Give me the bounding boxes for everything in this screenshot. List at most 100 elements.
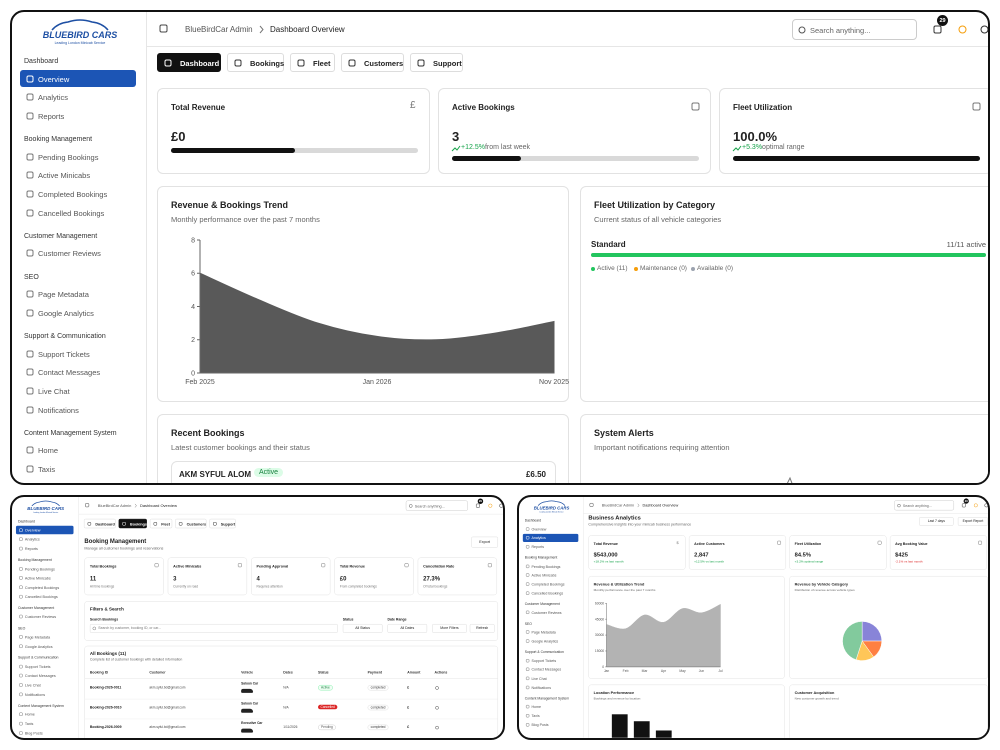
nav-item[interactable]: Completed Bookings	[523, 580, 579, 588]
nav-item[interactable]: Overview	[20, 70, 136, 87]
nav-item[interactable]: Notifications	[20, 401, 136, 418]
notifications-button[interactable]: 29	[930, 15, 948, 37]
search-box[interactable]: Search anything...	[792, 19, 917, 40]
nav-item[interactable]: Page Metadata	[523, 628, 579, 636]
nav-item[interactable]: Home	[16, 710, 74, 718]
refresh-button[interactable]: Refresh	[469, 623, 495, 633]
icon-shape	[154, 563, 159, 568]
nav-item[interactable]: Cancelled Bookings	[16, 592, 74, 600]
theme-button[interactable]	[955, 21, 971, 37]
nav-item[interactable]: Active Minicabs	[523, 571, 579, 579]
nav-item[interactable]: Customer Reviews	[20, 245, 136, 262]
nav-item[interactable]: Completed Bookings	[20, 186, 136, 203]
view-button[interactable]	[435, 705, 440, 710]
nav-item[interactable]: Cancelled Bookings	[20, 204, 136, 221]
nav-item[interactable]: Pending Bookings	[16, 564, 74, 572]
nav-item[interactable]: Analytics	[522, 533, 579, 542]
nav-item[interactable]: Live Chat	[20, 382, 136, 399]
notification-badge: 29	[477, 498, 484, 504]
payment-badge: completed	[367, 704, 389, 711]
nav-item[interactable]: Cancelled Bookings	[523, 589, 579, 597]
icon-shape	[525, 536, 530, 540]
nav-item[interactable]: Live Chat	[16, 681, 74, 689]
icon	[961, 503, 966, 508]
nav-item[interactable]: Customer Reviews	[523, 608, 579, 616]
nav-item[interactable]: Taxis	[16, 719, 74, 727]
search-box[interactable]: Search anything...	[894, 500, 955, 511]
nav-item[interactable]: Pending Bookings	[523, 562, 579, 570]
tab[interactable]: Dashboard	[157, 53, 221, 72]
nav-item[interactable]: Overview	[523, 525, 579, 533]
nav-item[interactable]: Notifications	[16, 690, 74, 698]
icon-shape	[26, 209, 34, 217]
tab[interactable]: Bookings	[118, 518, 147, 529]
period-select[interactable]: Last 7 days	[919, 517, 954, 526]
theme-button[interactable]	[487, 501, 495, 509]
nav-item[interactable]: Home	[20, 442, 136, 459]
nav-item[interactable]: Home	[523, 703, 579, 711]
date-select[interactable]: All Dates	[387, 623, 428, 633]
icon-shape	[237, 563, 242, 568]
nav-item[interactable]: Contact Messages	[20, 364, 136, 381]
y-tick-label: 0	[602, 665, 604, 669]
nav-item[interactable]: Customer Reviews	[16, 613, 74, 621]
user-button[interactable]	[983, 501, 988, 509]
icon-shape	[435, 706, 439, 710]
more-filters-button[interactable]: More Filters	[432, 623, 467, 633]
nav-item[interactable]: Reports	[16, 544, 74, 552]
nav-item[interactable]: Reports	[20, 107, 136, 124]
icon	[525, 705, 530, 709]
search-box[interactable]: Search anything...	[405, 500, 468, 511]
nav-item[interactable]: Page Metadata	[16, 633, 74, 641]
nav-item[interactable]: Support Tickets	[20, 345, 136, 362]
nav-item[interactable]: Blog Posts	[16, 729, 74, 737]
export-button[interactable]: Export Report	[957, 517, 988, 526]
view-button[interactable]	[435, 685, 440, 690]
theme-button[interactable]	[972, 501, 980, 509]
tab[interactable]: Bookings	[227, 53, 284, 72]
notifications-button[interactable]: 29	[960, 498, 969, 509]
nav-item[interactable]: Live Chat	[523, 674, 579, 682]
tab[interactable]: Support	[410, 53, 463, 72]
nav-item[interactable]: Completed Bookings	[16, 583, 74, 591]
nav-item[interactable]: Pending Bookings	[20, 148, 136, 165]
tab[interactable]: Dashboard	[83, 518, 116, 529]
card-title: Revenue & Utilization Trend	[593, 582, 645, 587]
nav-item[interactable]: Taxis	[523, 712, 579, 720]
export-button-label: Export	[479, 539, 491, 545]
nav-item[interactable]: Google Analytics	[16, 642, 74, 650]
user-button[interactable]	[498, 501, 503, 509]
nav-item[interactable]: Analytics	[20, 89, 136, 106]
nav-item[interactable]: Taxis	[20, 461, 136, 478]
nav-item[interactable]: Reports	[523, 543, 579, 551]
nav-item[interactable]: Analytics	[16, 535, 74, 543]
view-button[interactable]	[435, 725, 440, 730]
tab[interactable]: Fleet	[149, 518, 173, 529]
nav-item[interactable]: Page Metadata	[20, 286, 136, 303]
nav-item[interactable]: Active Minicabs	[16, 574, 74, 582]
notifications-button[interactable]: 29	[474, 498, 484, 509]
nav-item[interactable]: Contact Messages	[523, 665, 579, 673]
nav-item[interactable]: Google Analytics	[523, 637, 579, 645]
stat-title: Active Minicabs	[173, 563, 202, 569]
export-button[interactable]: Export	[471, 536, 499, 548]
nav-item[interactable]: Overview	[15, 525, 74, 535]
nav-item[interactable]: Blog Posts	[20, 479, 136, 483]
nav-item[interactable]: Support Tickets	[523, 656, 579, 664]
nav-item[interactable]: Notifications	[523, 683, 579, 691]
search-input[interactable]: Search by customer, booking ID, or car..…	[89, 623, 338, 633]
user-button[interactable]	[977, 21, 988, 37]
nav-item[interactable]: Blog Posts	[523, 721, 579, 729]
card-title: Recent Bookings	[171, 428, 245, 438]
tab[interactable]: Customers	[175, 518, 207, 529]
sidebar-heading: SEO	[524, 622, 532, 626]
nav-item[interactable]: Contact Messages	[16, 671, 74, 679]
status-select[interactable]: All Status	[342, 623, 383, 633]
nav-item[interactable]: Support Tickets	[16, 662, 74, 670]
tab[interactable]: Support	[209, 518, 236, 529]
tab[interactable]: Fleet	[290, 53, 335, 72]
tab[interactable]: Customers	[341, 53, 404, 72]
nav-item[interactable]: Active Minicabs	[20, 167, 136, 184]
stat-title: Total Revenue	[171, 103, 226, 112]
nav-item[interactable]: Google Analytics	[20, 304, 136, 321]
